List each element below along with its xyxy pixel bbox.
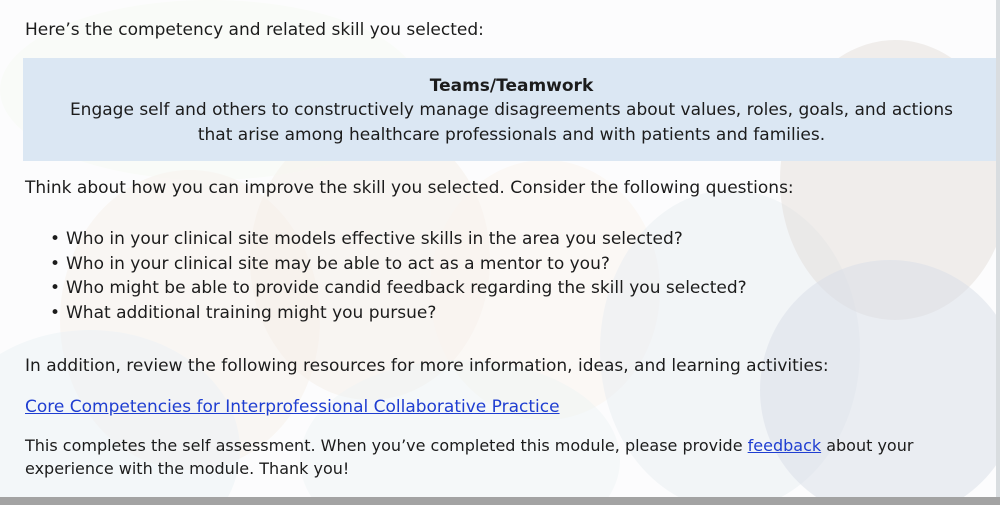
resources-intro: In addition, review the following resour… (25, 356, 829, 376)
bottom-bar (0, 497, 1000, 505)
list-item: Who might be able to provide candid feed… (48, 276, 747, 301)
list-item: Who in your clinical site models effecti… (48, 227, 747, 252)
closing-text: This completes the self assessment. When… (25, 434, 925, 480)
closing-text-before: This completes the self assessment. When… (25, 436, 748, 455)
list-item: What additional training might you pursu… (48, 301, 747, 326)
competency-banner: Teams/Teamwork Engage self and others to… (23, 58, 1000, 161)
scrollbar-track[interactable] (996, 0, 1000, 497)
competency-description: Engage self and others to constructively… (69, 100, 954, 145)
core-competencies-link[interactable]: Core Competencies for Interprofessional … (25, 397, 560, 417)
list-item: Who in your clinical site may be able to… (48, 252, 747, 277)
closing-text-after: about your experience with the module. T… (25, 436, 914, 478)
reflection-prompt: Think about how you can improve the skil… (25, 178, 794, 198)
competency-title: Teams/Teamwork (429, 76, 594, 96)
questions-list: Who in your clinical site models effecti… (48, 227, 747, 325)
intro-text: Here’s the competency and related skill … (25, 20, 484, 40)
feedback-link[interactable]: feedback (747, 436, 822, 455)
